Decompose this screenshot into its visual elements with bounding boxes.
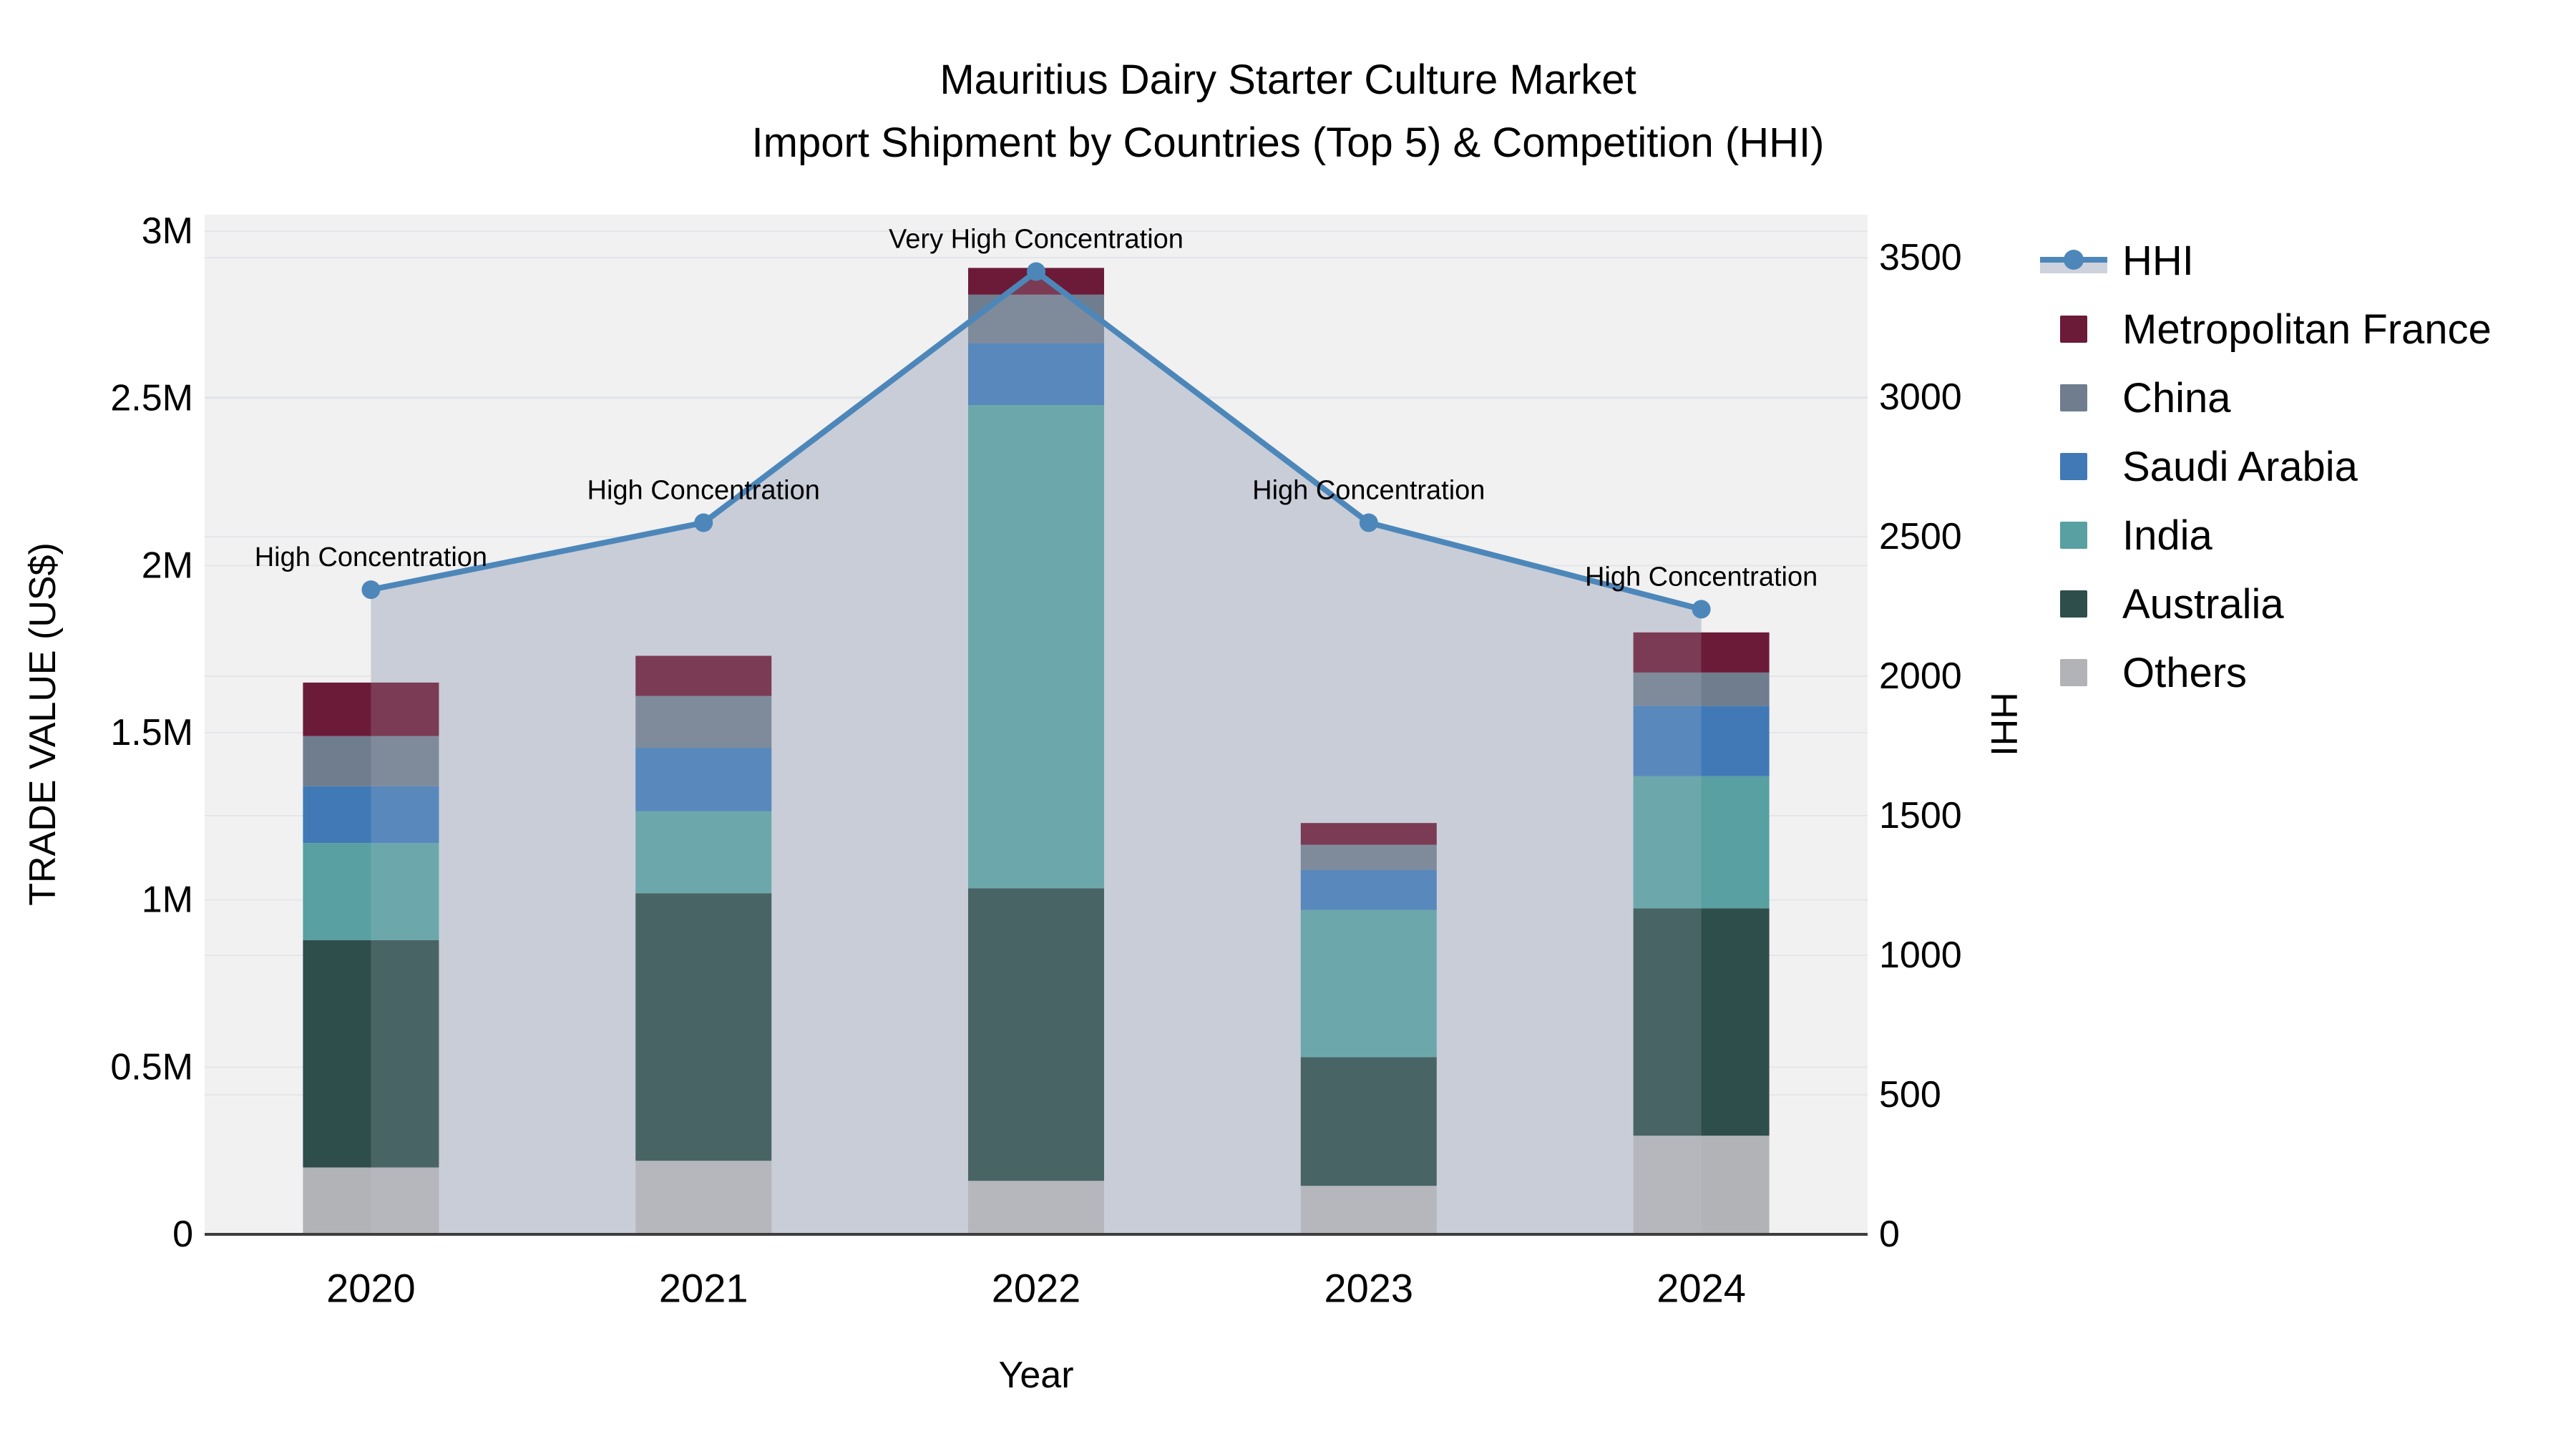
legend-label-australia: Australia <box>2122 580 2284 628</box>
y-left-tick-2.5M: 2.5M <box>110 378 193 419</box>
bar-2020-saudi-arabia[interactable] <box>303 786 439 844</box>
bar-2024-india[interactable] <box>1633 776 1770 909</box>
legend-swatch-icon-china <box>2060 384 2087 411</box>
hhi-line-icon <box>2040 245 2107 276</box>
x-tick-2021: 2021 <box>659 1266 748 1311</box>
y-left-tick-2M: 2M <box>142 545 193 586</box>
bar-2021-australia[interactable] <box>635 893 772 1161</box>
bar-2020-australia[interactable] <box>303 940 439 1168</box>
legend-swatch-icon-others <box>2060 659 2087 686</box>
hhi-marker-2020[interactable] <box>361 580 381 600</box>
y-right-tick-0: 0 <box>1879 1214 1900 1255</box>
bar-2020-india[interactable] <box>303 843 439 940</box>
chart-title: Mauritius Dairy Starter Culture Market I… <box>0 49 2576 175</box>
legend-item-others[interactable]: Others <box>2038 638 2492 707</box>
legend-item-saudi-arabia[interactable]: Saudi Arabia <box>2038 432 2492 501</box>
y-right-tick-500: 500 <box>1879 1074 1941 1116</box>
bar-2023-metropolitan-france[interactable] <box>1300 823 1437 845</box>
legend-label-india: India <box>2122 512 2212 559</box>
bar-2022-others[interactable] <box>968 1181 1104 1234</box>
bar-2023-others[interactable] <box>1300 1186 1437 1234</box>
legend: HHI Metropolitan France China Saudi Arabia I… <box>2038 226 2492 707</box>
x-tick-2023: 2023 <box>1324 1266 1414 1311</box>
y-right-tick-1500: 1500 <box>1879 795 1962 836</box>
legend-label-china: China <box>2122 374 2231 421</box>
y-axis-right-title: HHI <box>1983 692 2024 756</box>
bar-2024-australia[interactable] <box>1633 908 1770 1136</box>
legend-item-australia[interactable]: Australia <box>2038 570 2492 638</box>
hhi-marker-2021[interactable] <box>694 513 713 532</box>
bar-2021-china[interactable] <box>635 696 772 748</box>
legend-swatch-icon-saudi-arabia <box>2060 453 2087 480</box>
y-right-tick-3500: 3500 <box>1879 237 1962 278</box>
bar-2021-metropolitan-france[interactable] <box>635 655 772 696</box>
bar-2023-china[interactable] <box>1300 844 1437 870</box>
annotation-2022: Very High Concentration <box>889 225 1184 255</box>
bar-2021-saudi-arabia[interactable] <box>635 748 772 811</box>
y-right-tick-2000: 2000 <box>1879 655 1962 697</box>
hhi-marker-2023[interactable] <box>1359 513 1378 532</box>
annotation-2024: High Concentration <box>1585 562 1818 592</box>
annotation-2020: High Concentration <box>255 542 487 572</box>
y-right-tick-1000: 1000 <box>1879 935 1962 976</box>
x-axis-title: Year <box>998 1355 1074 1396</box>
y-left-tick-1M: 1M <box>142 879 193 921</box>
x-tick-2022: 2022 <box>992 1266 1081 1311</box>
legend-label-saudi-arabia: Saudi Arabia <box>2122 443 2358 490</box>
bar-2020-china[interactable] <box>303 736 439 786</box>
legend-item-china[interactable]: China <box>2038 364 2492 432</box>
legend-label-metropolitan-france: Metropolitan France <box>2122 306 2492 353</box>
y-axis-left-title: TRADE VALUE (US$) <box>22 542 64 906</box>
y-left-tick-0: 0 <box>172 1214 193 1255</box>
bar-2022-saudi-arabia[interactable] <box>968 343 1104 406</box>
legend-item-metropolitan-france[interactable]: Metropolitan France <box>2038 295 2492 364</box>
bar-2020-others[interactable] <box>303 1167 439 1234</box>
annotation-2021: High Concentration <box>587 476 820 506</box>
y-left-tick-0.5M: 0.5M <box>110 1046 193 1088</box>
bar-2023-australia[interactable] <box>1300 1057 1437 1186</box>
bar-2023-india[interactable] <box>1300 909 1437 1058</box>
legend-item-hhi[interactable]: HHI <box>2038 226 2492 295</box>
bar-2020-metropolitan-france[interactable] <box>303 682 439 736</box>
y-left-tick-3M: 3M <box>142 210 193 252</box>
annotation-2023: High Concentration <box>1252 476 1485 506</box>
bar-2024-others[interactable] <box>1633 1136 1770 1234</box>
y-right-tick-3000: 3000 <box>1879 376 1962 418</box>
bar-2021-india[interactable] <box>635 811 772 894</box>
x-tick-2024: 2024 <box>1657 1266 1746 1311</box>
bar-2024-saudi-arabia[interactable] <box>1633 706 1770 776</box>
y-left-tick-1.5M: 1.5M <box>110 712 193 753</box>
legend-swatch-icon-india <box>2060 522 2087 549</box>
legend-label-others: Others <box>2122 649 2248 696</box>
x-tick-2020: 2020 <box>326 1266 416 1311</box>
bar-2022-india[interactable] <box>968 405 1104 889</box>
bar-2023-saudi-arabia[interactable] <box>1300 869 1437 910</box>
hhi-marker-2022[interactable] <box>1027 262 1045 281</box>
chart-title-line1: Mauritius Dairy Starter Culture Market <box>940 57 1636 103</box>
bar-2022-australia[interactable] <box>968 888 1104 1181</box>
y-right-tick-2500: 2500 <box>1879 516 1962 557</box>
bar-2024-metropolitan-france[interactable] <box>1633 632 1770 673</box>
bar-2021-others[interactable] <box>635 1161 772 1234</box>
chart-title-line2: Import Shipment by Countries (Top 5) & C… <box>751 119 1825 166</box>
legend-swatch-icon-australia <box>2060 590 2087 618</box>
legend-item-india[interactable]: India <box>2038 501 2492 570</box>
hhi-marker-2024[interactable] <box>1692 600 1711 619</box>
legend-label-hhi: HHI <box>2122 237 2194 284</box>
bar-2024-china[interactable] <box>1633 672 1770 706</box>
legend-swatch-icon-metropolitan-france <box>2060 316 2087 343</box>
hhi-area-overlay <box>371 271 1702 1234</box>
